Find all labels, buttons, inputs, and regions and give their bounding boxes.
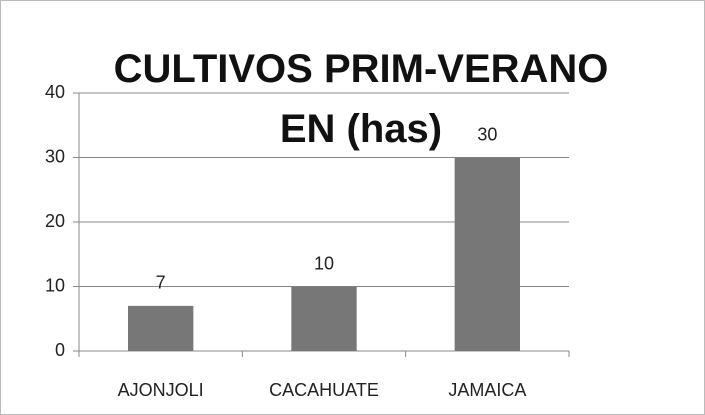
data-label: 7 — [156, 273, 166, 293]
y-tick-label: 10 — [45, 275, 65, 295]
data-label: 30 — [477, 124, 497, 144]
x-tick-label: CACAHUATE — [269, 380, 379, 400]
x-tick-label: AJONJOLI — [118, 380, 204, 400]
y-tick-label: 30 — [45, 146, 65, 166]
chart-title: CULTIVOS PRIM-VERANO EN (has) — [113, 47, 609, 151]
bar — [128, 305, 194, 351]
y-tick-label: 20 — [45, 211, 65, 231]
bar — [291, 286, 357, 351]
data-label: 10 — [314, 253, 334, 273]
bar — [454, 157, 520, 351]
y-tick-label: 40 — [45, 82, 65, 102]
y-tick-label: 0 — [55, 340, 65, 360]
x-tick-label: JAMAICA — [448, 380, 526, 400]
